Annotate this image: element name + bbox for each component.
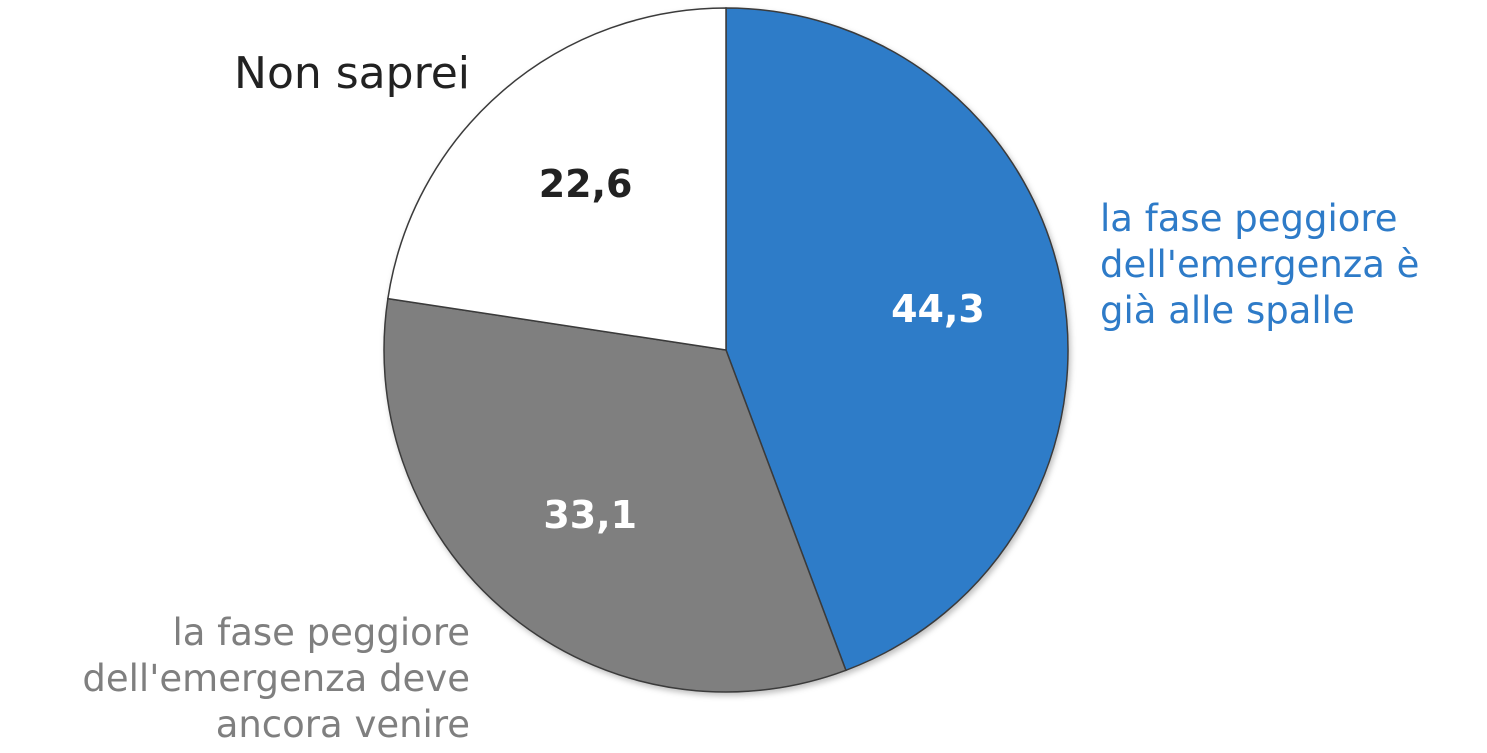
value-label-dont-know: 22,6 [539,162,633,206]
category-label-still-to-come: la fase peggiore dell'emergenza deve anc… [82,611,470,746]
category-label-dont-know: Non saprei [234,48,470,99]
value-label-still-to-come: 33,1 [543,493,637,537]
pie-slice-already-behind [725,7,1069,672]
category-label-already-behind: la fase peggiore dell'emergenza è già al… [1100,197,1420,332]
pie-slice-still-to-come [383,297,847,693]
pie-slice-dont-know [387,7,727,351]
value-label-already-behind: 44,3 [891,287,985,331]
